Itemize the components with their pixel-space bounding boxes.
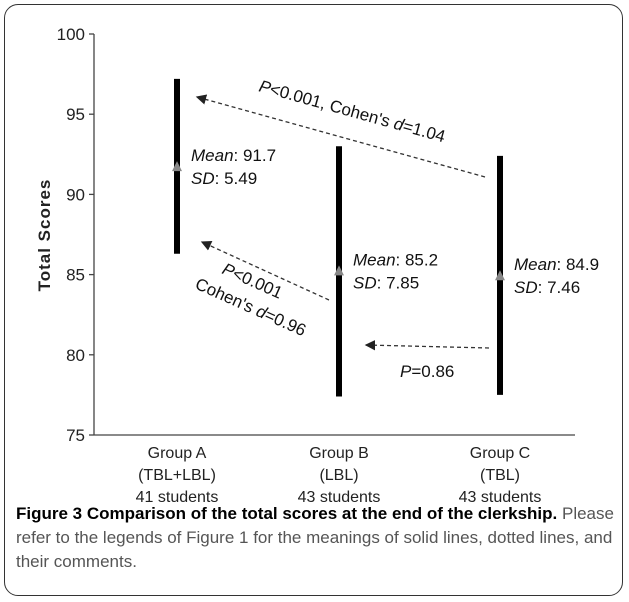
caption-title: Figure 3 Comparison of the total scores …	[16, 504, 558, 523]
arrow-c-to-b	[364, 340, 490, 351]
y-tick-label: 80	[66, 346, 85, 365]
category-labels: Group A (TBL+LBL) 41 students Group B (LBL) 4…	[136, 445, 542, 506]
mean-marker	[172, 161, 182, 172]
y-tick-label: 95	[66, 105, 85, 124]
sd-label: SD: 7.85	[353, 273, 419, 292]
arrow-c-to-a	[195, 94, 486, 178]
mean-marker	[334, 265, 344, 276]
mean-marker	[495, 270, 505, 281]
caption-text: Please refer to the legends of Figure 1 …	[16, 504, 614, 571]
mean-label: Mean: 91.7	[191, 146, 276, 165]
mean-label: Mean: 84.9	[514, 255, 599, 274]
category-label: Group C	[470, 445, 530, 462]
figure-caption: Figure 3 Comparison of the total scores …	[16, 502, 616, 574]
stat-labels: Mean: 91.7 SD: 5.49 Mean: 85.2 SD: 7.85 Mean…	[191, 146, 599, 297]
range-bars	[172, 78, 505, 397]
sd-label: SD: 7.46	[514, 278, 580, 297]
category-label: (TBL)	[480, 467, 520, 484]
category-label: 43 students	[459, 489, 542, 506]
category-label: Group B	[309, 445, 369, 462]
mean-label: Mean: 85.2	[353, 250, 438, 269]
y-tick-label: 85	[66, 266, 85, 285]
category-label: Group A	[148, 445, 207, 462]
category-label: (TBL+LBL)	[138, 467, 216, 484]
category-label: 41 students	[136, 489, 219, 506]
category-label: (LBL)	[319, 467, 358, 484]
y-tick-label: 90	[66, 185, 85, 204]
y-tick-label: 75	[66, 426, 85, 445]
arrow-b-to-a	[200, 241, 330, 301]
y-ticks: 75 80 85 90 95 100	[57, 25, 94, 445]
annotation-b-vs-c: P=0.86	[400, 362, 454, 381]
sd-label: SD: 5.49	[191, 169, 257, 188]
annotation-a-vs-c: P<0.001, Cohen's d=1.04	[257, 77, 447, 147]
y-tick-label: 100	[57, 25, 85, 44]
figure-frame	[4, 4, 623, 596]
y-axis-label: Total Scores	[35, 179, 54, 292]
category-label: 43 students	[298, 489, 381, 506]
